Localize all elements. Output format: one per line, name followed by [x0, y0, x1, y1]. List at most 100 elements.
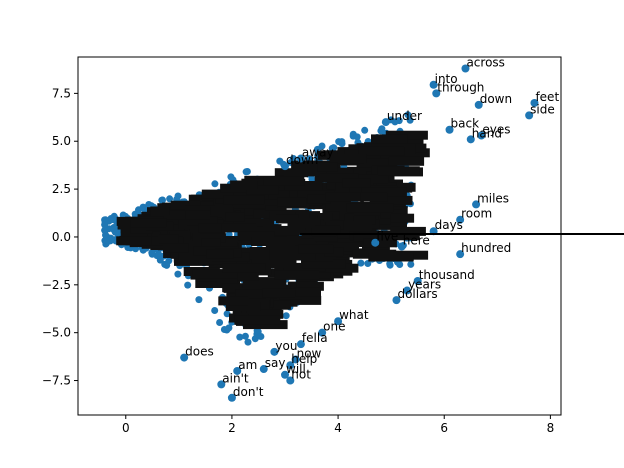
cluster-label-mass	[251, 237, 295, 246]
cluster-point	[174, 192, 182, 200]
data-point	[286, 361, 295, 370]
data-point	[217, 380, 226, 389]
y-tick-label: −5.0	[42, 326, 71, 340]
point-label: thousand	[419, 268, 475, 282]
cluster-point	[163, 261, 171, 269]
cluster-label-mass	[263, 226, 299, 235]
cluster-label-mass	[358, 146, 405, 156]
cluster-point	[404, 111, 412, 119]
cluster-point	[364, 260, 372, 267]
x-axis-ticks: 0 2 4 6 8	[122, 415, 554, 435]
point-label: say	[265, 356, 286, 370]
point-label: does	[185, 345, 214, 359]
cluster-point	[216, 319, 224, 326]
point-label: side	[530, 102, 555, 116]
cluster-label-mass	[363, 238, 397, 248]
cluster-label-mass	[325, 201, 364, 211]
data-point	[413, 276, 422, 285]
point-label: here	[403, 234, 430, 248]
point-label: back	[451, 117, 480, 131]
cluster-point	[227, 173, 235, 181]
point-label: eyes	[482, 122, 510, 136]
cluster-point	[328, 144, 336, 152]
cluster-label-mass	[187, 216, 218, 226]
cluster-point	[241, 332, 249, 340]
point-label: into	[435, 72, 458, 86]
data-point	[233, 366, 242, 375]
cluster-label-mass	[314, 225, 341, 235]
cluster-point	[406, 116, 414, 124]
cluster-label-mass	[178, 251, 224, 260]
cluster-point	[391, 118, 399, 126]
point-label: help	[291, 352, 317, 366]
cluster-label-mass	[353, 215, 376, 225]
data-point	[392, 296, 401, 305]
cluster-label-mass	[294, 287, 321, 297]
point-label: don't	[233, 385, 264, 399]
data-point	[429, 80, 438, 89]
point-label: ain't	[222, 371, 249, 385]
cluster-label-mass	[388, 156, 425, 166]
point-label: across	[466, 55, 504, 69]
data-point	[334, 317, 343, 326]
y-tick-label: −7.5	[42, 374, 71, 388]
cluster-label-mass	[284, 295, 322, 305]
data-point	[281, 370, 289, 379]
cluster-label-mass	[368, 252, 414, 262]
cluster-point	[407, 260, 415, 268]
x-tick-label: 6	[440, 421, 448, 435]
cluster-label-mass	[342, 178, 371, 188]
cluster-point	[361, 126, 369, 134]
cluster-label-mass	[360, 192, 388, 202]
y-tick-label: 0.0	[52, 230, 71, 244]
cluster-label-mass	[163, 243, 189, 253]
cluster-label-mass	[362, 243, 390, 253]
cluster-label-mass	[251, 259, 297, 268]
data-point	[477, 131, 486, 140]
cluster-label-mass	[241, 178, 281, 188]
data-point	[456, 215, 465, 224]
y-axis-ticks: −7.5 −5.0 −2.5 0.0 2.5 5.0 7.5	[42, 86, 78, 388]
point-label: years	[408, 278, 441, 292]
cluster-label-mass	[274, 270, 319, 280]
cluster-label-mass	[225, 212, 245, 222]
cluster-label-mass	[263, 176, 305, 186]
cluster-label-mass	[292, 167, 334, 177]
cluster-label-mass	[269, 245, 308, 255]
cluster-point	[101, 226, 109, 234]
cluster-label-mass	[172, 241, 210, 251]
cluster-label-mass	[198, 223, 244, 233]
cluster-label-mass	[298, 244, 334, 254]
data-point	[227, 393, 236, 402]
data-point	[456, 250, 465, 259]
cluster-label-mass	[390, 213, 415, 223]
cluster-label-mass	[361, 187, 407, 197]
cluster-label-mass	[276, 214, 299, 224]
data-point	[466, 135, 475, 144]
cluster-point	[349, 130, 357, 138]
x-tick-label: 2	[228, 421, 236, 435]
cluster-point	[223, 310, 231, 318]
data-point	[474, 100, 483, 109]
cluster-label-mass	[371, 134, 408, 144]
cluster-label-mass	[302, 259, 346, 269]
cluster-label-mass	[346, 203, 394, 213]
x-tick-label: 0	[122, 421, 130, 435]
cluster-point	[276, 157, 284, 165]
cluster-point	[386, 260, 394, 268]
cluster-point	[244, 338, 252, 346]
cluster-label-mass	[355, 174, 389, 184]
cluster-point	[108, 215, 116, 223]
cluster-label-mass	[296, 281, 324, 291]
plot-frame	[77, 56, 562, 416]
cluster-point	[104, 237, 112, 245]
data-point	[397, 242, 406, 251]
cluster-point	[242, 168, 250, 176]
cluster-label-mass	[269, 251, 316, 261]
point-label: down	[480, 92, 512, 106]
cluster-label-mass	[287, 218, 321, 228]
point-label: away	[302, 145, 334, 159]
cluster-label-mass	[185, 210, 210, 220]
